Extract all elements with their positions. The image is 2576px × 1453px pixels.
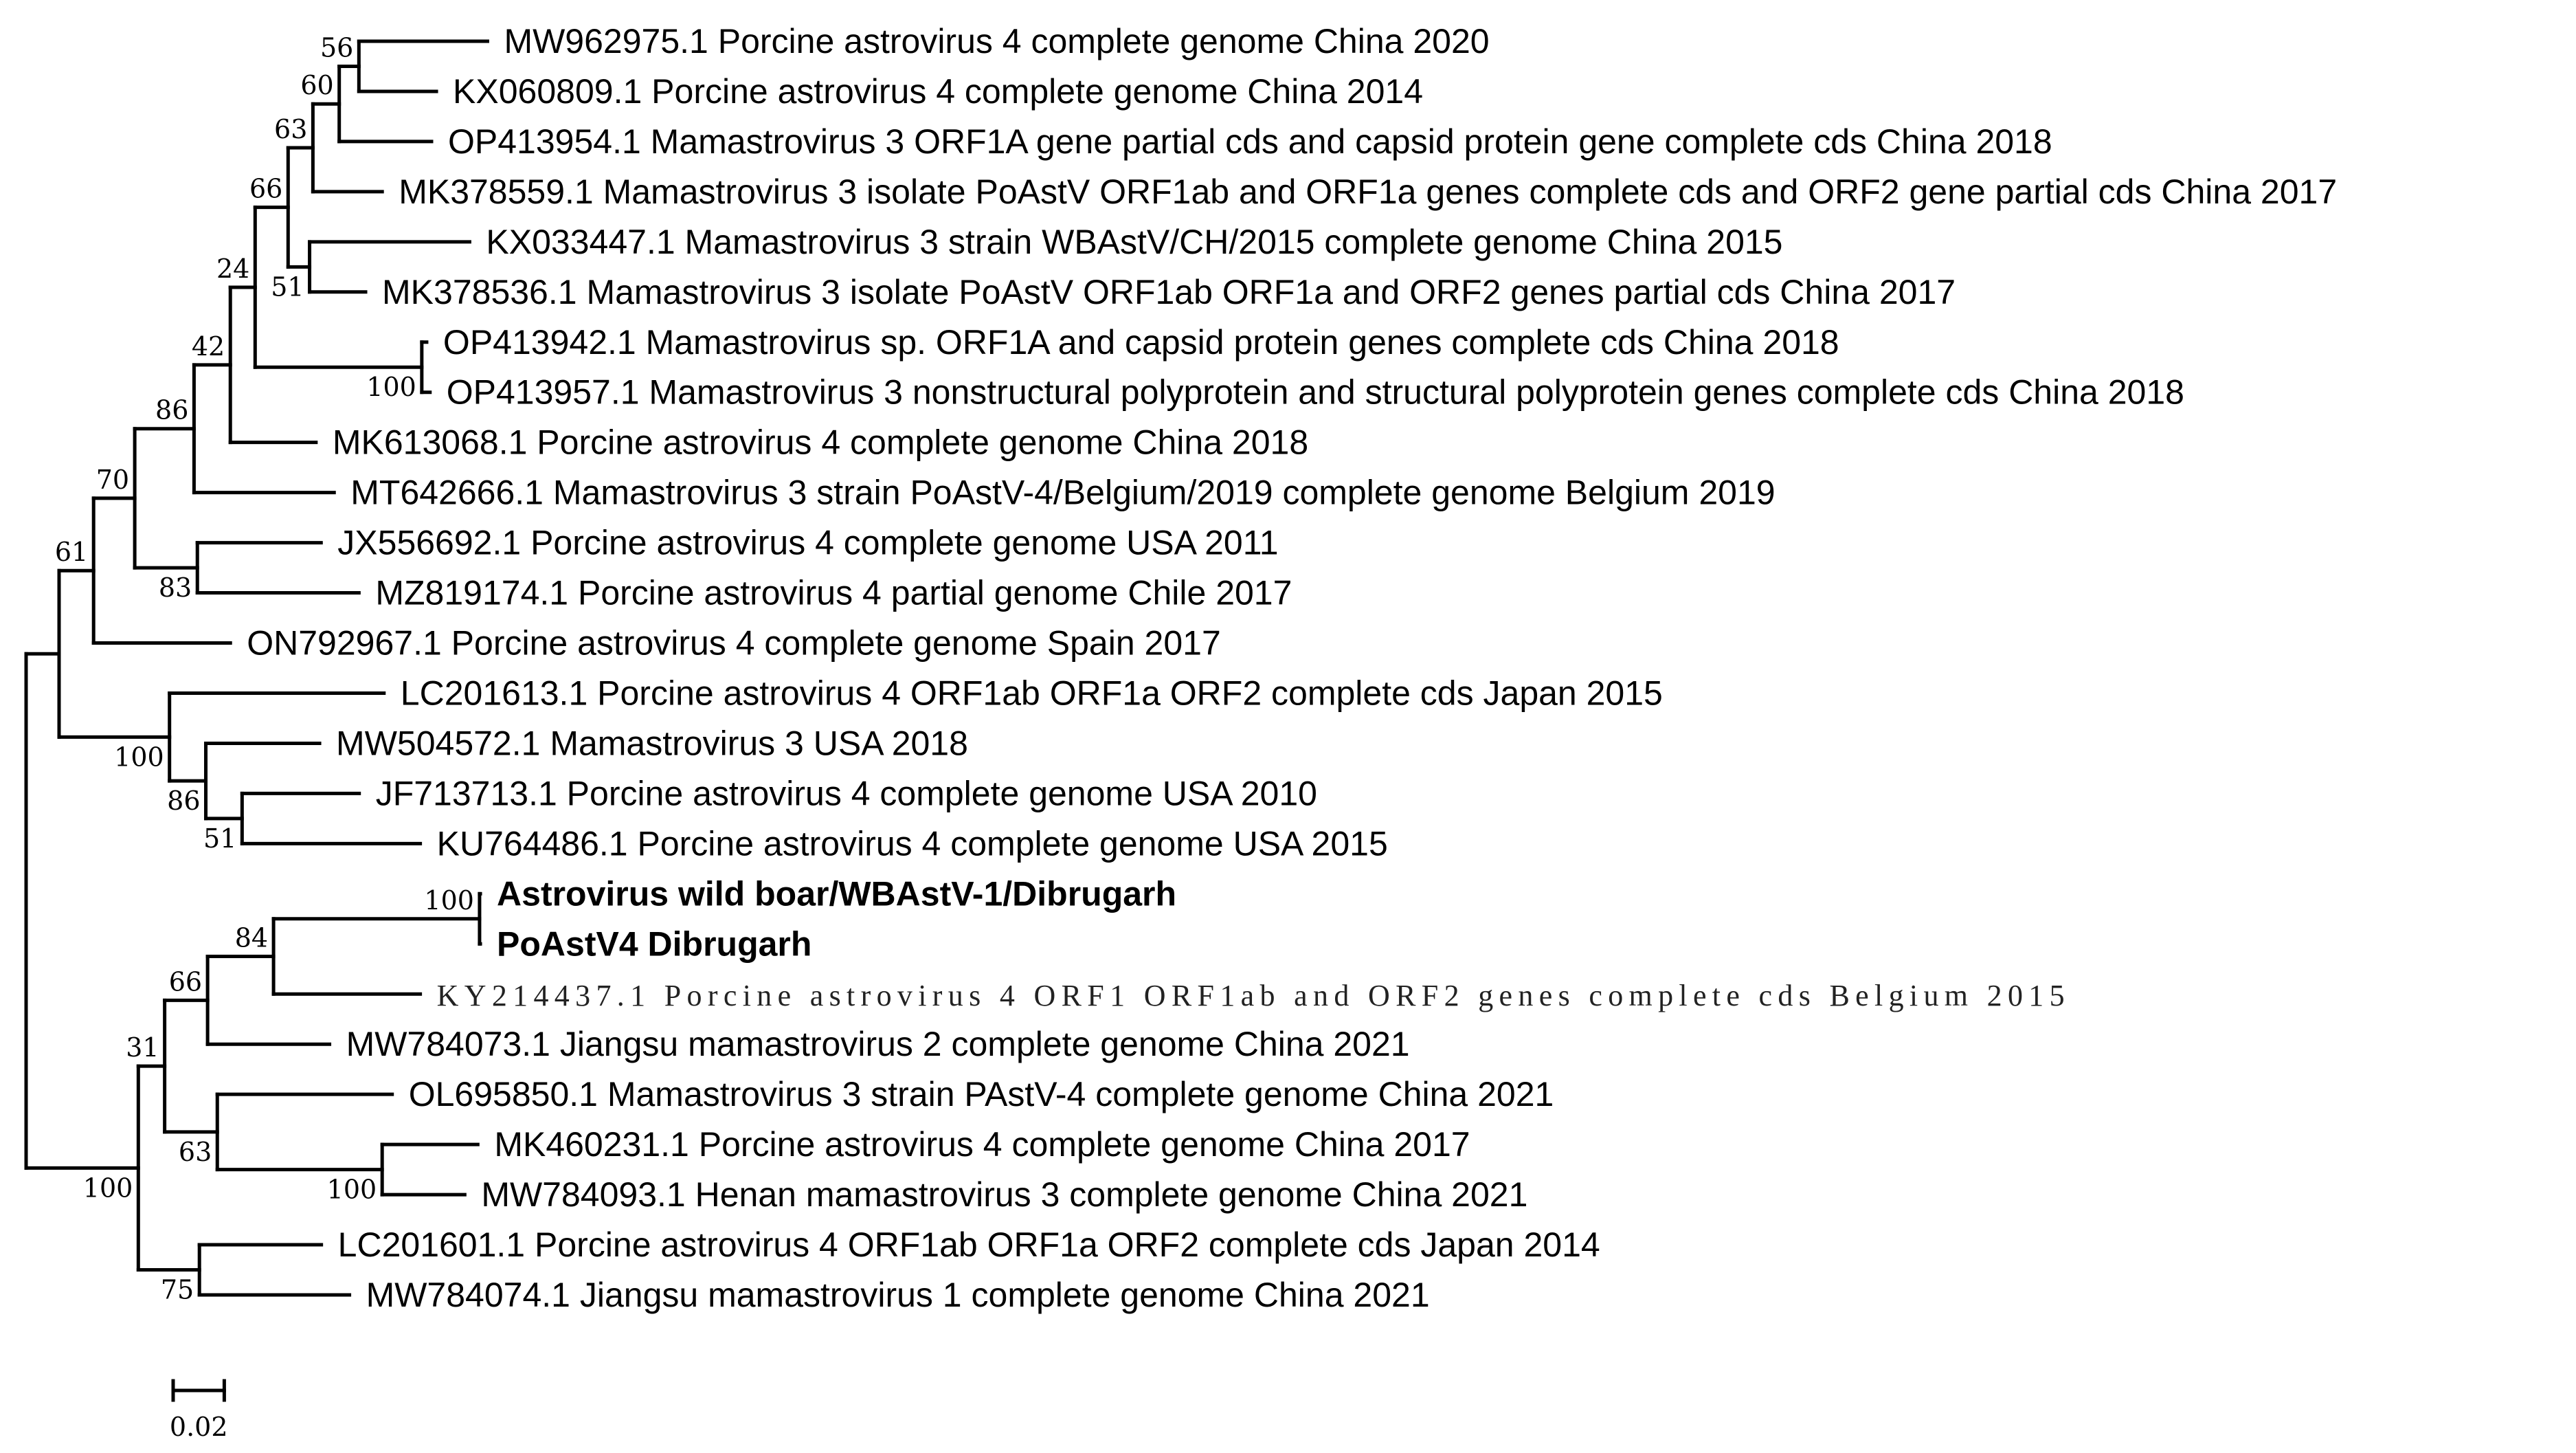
bootstrap-value: 24	[216, 254, 249, 284]
taxon-label: KY214437.1 Porcine astrovirus 4 ORF1 ORF…	[437, 979, 2065, 1012]
taxon-label: MW784073.1 Jiangsu mamastrovirus 2 compl…	[346, 1025, 1410, 1063]
taxon-label: MK378559.1 Mamastrovirus 3 isolate PoAst…	[399, 173, 2337, 211]
bootstrap-value: 100	[114, 742, 164, 772]
taxon-label: OL695850.1 Mamastrovirus 3 strain PAstV-…	[409, 1075, 1554, 1113]
scale-bar-label: 0.02	[170, 1412, 228, 1442]
taxon-label: JF713713.1 Porcine astrovirus 4 complete…	[376, 774, 1317, 812]
taxon-label: MT642666.1 Mamastrovirus 3 strain PoAstV…	[350, 474, 1775, 512]
bootstrap-value: 61	[55, 537, 88, 567]
bootstrap-value: 63	[179, 1137, 212, 1167]
taxon-label: LC201601.1 Porcine astrovirus 4 ORF1ab O…	[338, 1225, 1600, 1264]
bootstrap-value: 66	[169, 966, 202, 997]
taxon-label: MZ819174.1 Porcine astrovirus 4 partial …	[375, 574, 1292, 612]
bootstrap-value: 86	[155, 395, 188, 425]
bootstrap-value: 66	[249, 174, 282, 204]
bootstrap-value: 51	[271, 271, 304, 302]
taxon-label: MK378536.1 Mamastrovirus 3 isolate PoAst…	[382, 273, 1956, 311]
taxon-label: KX033447.1 Mamastrovirus 3 strain WBAstV…	[486, 223, 1782, 261]
taxon-label: MW962975.1 Porcine astrovirus 4 complete…	[504, 22, 1489, 60]
scale-bar: 0.02	[170, 1379, 228, 1442]
bootstrap-value: 70	[96, 465, 129, 495]
bootstrap-value: 51	[203, 823, 236, 854]
taxon-label: OP413942.1 Mamastrovirus sp. ORF1A and c…	[443, 323, 1839, 362]
tip-labels: MW962975.1 Porcine astrovirus 4 complete…	[247, 22, 2337, 1314]
taxon-label: Astrovirus wild boar/WBAstV-1/Dibrugarh	[497, 874, 1176, 913]
taxon-label: OP413954.1 Mamastrovirus 3 ORF1A gene pa…	[448, 122, 2052, 161]
bootstrap-value: 83	[159, 573, 192, 603]
bootstrap-value: 31	[126, 1032, 159, 1063]
bootstrap-value: 42	[192, 331, 225, 362]
bootstrap-value: 75	[161, 1275, 194, 1305]
taxon-label: KU764486.1 Porcine astrovirus 4 complete…	[437, 824, 1388, 863]
bootstrap-values: 5660635166100244286837061518610010084661…	[55, 32, 474, 1305]
bootstrap-value: 84	[235, 923, 268, 953]
taxon-label: MK613068.1 Porcine astrovirus 4 complete…	[333, 423, 1308, 462]
taxon-label: MW784074.1 Jiangsu mamastrovirus 1 compl…	[366, 1276, 1430, 1314]
bootstrap-value: 86	[167, 786, 200, 816]
taxon-label: OP413957.1 Mamastrovirus 3 nonstructural…	[447, 373, 2184, 412]
bootstrap-value: 56	[320, 32, 353, 63]
bootstrap-value: 60	[300, 70, 333, 100]
taxon-label: MW504572.1 Mamastrovirus 3 USA 2018	[336, 724, 968, 762]
taxon-label: ON792967.1 Porcine astrovirus 4 complete…	[247, 624, 1221, 663]
taxon-label: LC201613.1 Porcine astrovirus 4 ORF1ab O…	[401, 674, 1663, 712]
taxon-label: KX060809.1 Porcine astrovirus 4 complete…	[453, 72, 1423, 111]
taxon-label: JX556692.1 Porcine astrovirus 4 complete…	[337, 524, 1278, 562]
taxon-label: PoAstV4 Dibrugarh	[497, 924, 811, 963]
bootstrap-value: 100	[424, 885, 474, 916]
bootstrap-value: 100	[327, 1175, 377, 1205]
tree-branches	[24, 39, 489, 1297]
taxon-label: MW784093.1 Henan mamastrovirus 3 complet…	[481, 1175, 1527, 1214]
bootstrap-value: 100	[366, 372, 416, 402]
bootstrap-value: 63	[274, 114, 307, 144]
taxon-label: MK460231.1 Porcine astrovirus 4 complete…	[494, 1125, 1470, 1164]
bootstrap-value: 100	[83, 1173, 133, 1203]
